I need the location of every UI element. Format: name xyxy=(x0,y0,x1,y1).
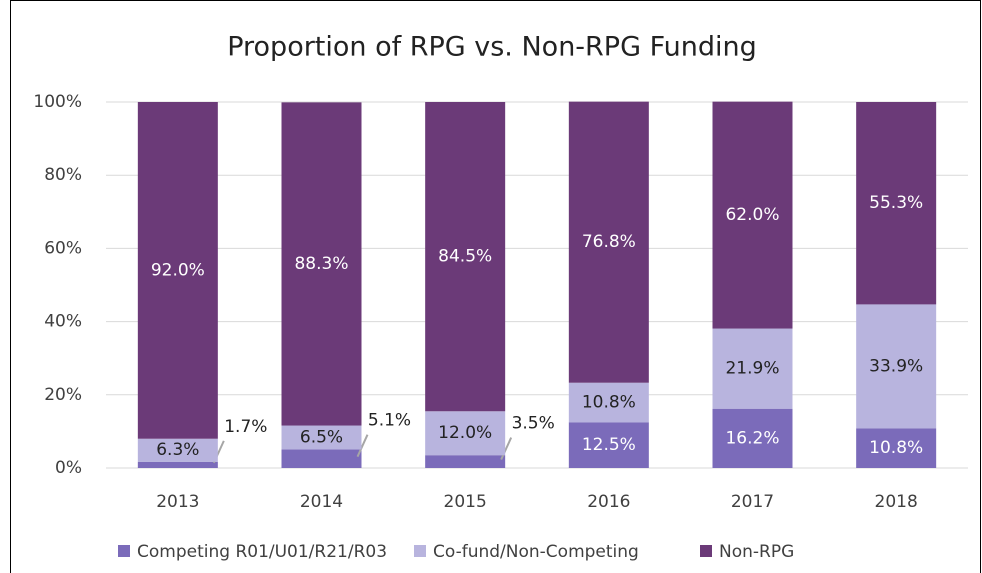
bar-segment xyxy=(137,461,218,468)
bar-segment xyxy=(281,102,362,426)
value-label: 21.9% xyxy=(725,359,779,379)
bar-segment xyxy=(856,428,937,468)
value-label: 1.7% xyxy=(224,417,267,437)
bar-segment xyxy=(281,449,362,468)
chart-title: Proportion of RPG vs. Non-RPG Funding xyxy=(227,32,757,63)
value-label: 10.8% xyxy=(869,438,923,458)
bar-segment xyxy=(137,438,218,462)
legend-swatch xyxy=(414,545,426,557)
value-label: 88.3% xyxy=(294,254,348,274)
value-label: 55.3% xyxy=(869,193,923,213)
bar-segment xyxy=(568,422,649,468)
y-tick-label: 80% xyxy=(44,165,82,185)
y-tick-label: 60% xyxy=(44,238,82,258)
value-label: 12.5% xyxy=(582,435,636,455)
x-tick-label: 2017 xyxy=(731,492,774,512)
legend-label: Competing R01/U01/R21/R03 xyxy=(137,542,387,562)
bar-segment xyxy=(856,102,937,305)
leader-line xyxy=(356,434,369,458)
bar-segment xyxy=(568,101,649,383)
y-tick-label: 0% xyxy=(55,458,82,478)
y-tick-label: 40% xyxy=(44,312,82,332)
bar-segment xyxy=(856,304,937,429)
bar-segment xyxy=(712,408,793,468)
x-tick-label: 2016 xyxy=(587,492,630,512)
leader-line xyxy=(500,437,513,461)
legend-label: Co-fund/Non-Competing xyxy=(433,542,639,562)
x-tick-label: 2015 xyxy=(444,492,487,512)
bar-segment xyxy=(568,382,649,423)
value-label: 6.5% xyxy=(300,427,343,447)
value-label: 92.0% xyxy=(151,260,205,280)
bar-segment xyxy=(425,455,506,468)
bar-segment xyxy=(425,102,506,412)
value-label: 33.9% xyxy=(869,356,923,376)
bar-segment xyxy=(712,328,793,409)
y-tick-label: 20% xyxy=(44,385,82,405)
value-label: 12.0% xyxy=(438,423,492,443)
value-label: 3.5% xyxy=(512,414,555,434)
legend-swatch xyxy=(118,545,130,557)
value-label: 10.8% xyxy=(582,392,636,412)
bar-segment xyxy=(137,102,218,439)
value-label: 16.2% xyxy=(725,428,779,448)
y-tick-label: 100% xyxy=(33,92,82,112)
bar-segment xyxy=(281,425,362,450)
bar-segment xyxy=(425,411,506,456)
x-tick-label: 2014 xyxy=(300,492,343,512)
value-label: 6.3% xyxy=(156,440,199,460)
value-label: 62.0% xyxy=(725,205,779,225)
legend-swatch xyxy=(700,545,712,557)
value-label: 5.1% xyxy=(368,411,411,431)
value-label: 76.8% xyxy=(582,232,636,252)
x-tick-label: 2013 xyxy=(156,492,199,512)
legend-label: Non-RPG xyxy=(719,542,794,562)
x-tick-label: 2018 xyxy=(875,492,918,512)
value-label: 84.5% xyxy=(438,247,492,267)
bar-segment xyxy=(712,101,793,329)
